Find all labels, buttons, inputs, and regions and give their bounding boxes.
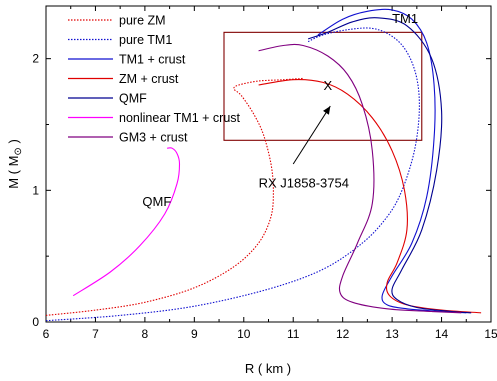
y-axis-title-sun-symbol: ⊙ [13,147,24,155]
legend-label: pure ZM [119,14,166,28]
annotations: TM1 QMF RX J1858-3754 X [142,11,418,209]
x-tick-label: 9 [191,327,198,341]
series-line [45,77,304,316]
series-lines [45,8,482,322]
y-tick-label: 1 [32,183,39,197]
legend-label: ZM + crust [119,72,179,86]
plot-area-frame [45,5,492,323]
annotation-label: RX J1858-3754 [259,176,349,191]
legend-label: GM3 + crust [119,131,188,145]
x-tick-label: 11 [287,327,300,341]
legend-label: pure TM1 [119,33,172,47]
annotation-label: QMF [142,194,171,209]
x-tick-label: 7 [92,327,99,341]
x-tick-label: 10 [237,327,251,341]
series-line [258,43,462,314]
annotation-arrow-head [323,106,331,115]
series-line [258,79,482,314]
x-axis-title: R ( km ) [245,361,291,376]
x-tick-label: 8 [142,327,149,341]
series-line [317,8,467,314]
y-axis-title-main: M ( M [6,156,21,189]
y-axis-title: M ( M⊙ ) [6,139,24,189]
series-line [72,147,181,297]
legend: pure ZM pure TM1 TM1 + crust ZM + crust QMF n… [68,14,241,145]
annotation-label: TM1 [392,11,418,26]
observation-box [223,31,423,141]
x-tick-label: 15 [484,327,497,341]
legend-label: nonlinear TM1 + crust [119,111,241,125]
x-tick-label: 13 [385,327,399,341]
annotation-arrow-line [292,105,331,165]
x-tick-label: 6 [43,327,50,341]
y-tick-label: 0 [32,315,39,329]
x-tick-label: 12 [336,327,350,341]
y-tick-label: 2 [32,52,39,66]
legend-label: QMF [119,92,147,106]
legend-label: TM1 + crust [119,53,186,67]
observation-marker: X [323,78,332,93]
x-tick-label: 14 [435,327,449,341]
y-axis-title-close: ) [6,139,21,147]
series-line [307,17,472,314]
series-line [45,27,420,322]
observation-box-group [223,31,423,141]
